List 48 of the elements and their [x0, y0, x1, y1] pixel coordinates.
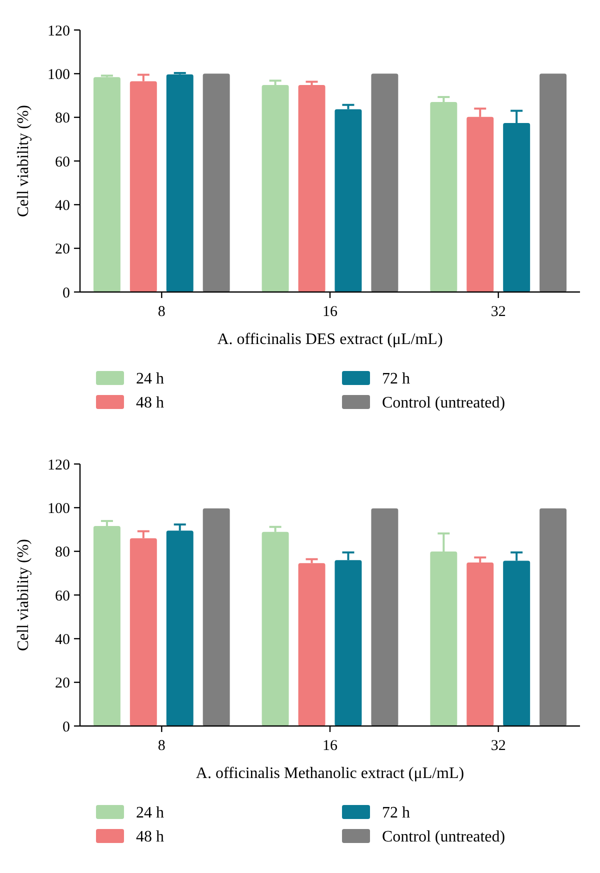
x-tick-label: 8	[158, 738, 166, 754]
y-tick-label: 60	[55, 588, 70, 604]
legend-label: 24 h	[136, 804, 164, 822]
bar	[334, 109, 362, 292]
legend-label: 24 h	[136, 370, 164, 388]
bar	[540, 508, 567, 726]
legend-label: Control (untreated)	[382, 828, 506, 846]
bar	[166, 74, 194, 292]
bar	[93, 77, 120, 292]
y-axis-title: Cell viability (%)	[15, 539, 32, 651]
y-tick-label: 80	[55, 110, 70, 127]
y-tick-label: 0	[62, 285, 70, 302]
bar	[430, 102, 458, 292]
legend-label: 48 h	[136, 828, 164, 846]
bar	[466, 562, 494, 726]
legend-label: Control (untreated)	[382, 394, 506, 412]
bar	[371, 508, 398, 726]
x-tick-label: 16	[322, 304, 338, 320]
y-tick-label: 100	[48, 500, 70, 517]
x-tick-label: 32	[490, 738, 506, 754]
x-tick-label: 8	[158, 304, 166, 320]
y-tick-label: 120	[48, 457, 70, 474]
y-tick-label: 20	[55, 676, 70, 692]
bar	[93, 526, 120, 726]
bar	[262, 532, 289, 726]
y-tick-label: 20	[55, 242, 70, 258]
x-tick-label: 16	[322, 738, 338, 754]
x-tick-label: 32	[490, 304, 506, 320]
y-tick-label: 120	[48, 23, 70, 40]
bar	[298, 85, 326, 292]
bar	[298, 563, 326, 726]
bar	[540, 74, 567, 292]
legend-label: 48 h	[136, 394, 164, 412]
bar	[371, 74, 398, 292]
bar	[262, 85, 289, 292]
y-tick-label: 60	[55, 154, 70, 170]
y-axis-title: Cell viability (%)	[15, 105, 32, 217]
x-axis-title: A. officinalis Methanolic extract (μL/mL)	[196, 765, 464, 782]
legend-label: 72 h	[382, 804, 410, 822]
legend-label: 72 h	[382, 370, 410, 388]
x-axis-title: A. officinalis DES extract (μL/mL)	[217, 331, 443, 348]
y-tick-label: 80	[55, 544, 70, 561]
y-tick-label: 0	[62, 719, 70, 736]
y-tick-label: 40	[55, 632, 70, 648]
y-tick-label: 100	[48, 66, 70, 83]
bar	[202, 508, 230, 726]
bar	[202, 74, 230, 292]
y-tick-label: 40	[55, 198, 70, 214]
